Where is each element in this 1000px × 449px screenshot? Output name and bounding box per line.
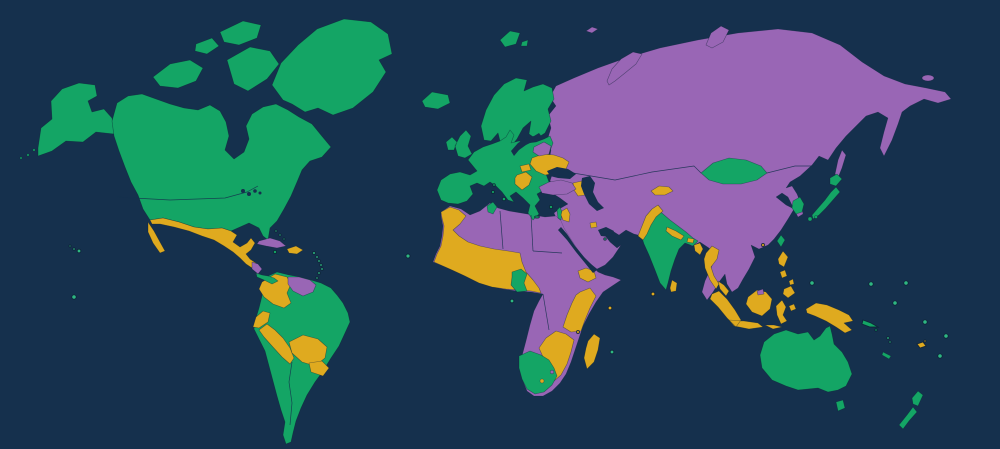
- region-costa-rica-panama[interactable]: [255, 272, 279, 285]
- region-cyprus[interactable]: [548, 204, 554, 210]
- region-japan[interactable]: [807, 173, 843, 222]
- region-cuba[interactable]: [256, 237, 287, 249]
- region-svalbard[interactable]: [499, 30, 529, 48]
- region-mauritius[interactable]: [609, 349, 615, 355]
- region-lesotho[interactable]: [539, 378, 545, 384]
- region-australia[interactable]: [759, 325, 853, 412]
- region-tunisia[interactable]: [486, 201, 498, 215]
- region-ghana[interactable]: [510, 268, 528, 293]
- region-new-zealand[interactable]: [898, 390, 924, 430]
- region-kuwait[interactable]: [589, 221, 598, 229]
- region-wrangel-island[interactable]: [921, 74, 935, 82]
- region-sao-tome[interactable]: [509, 298, 515, 304]
- region-new-caledonia[interactable]: [881, 351, 892, 360]
- region-pacific-islands[interactable]: [71, 280, 949, 359]
- region-east-africa[interactable]: [562, 287, 597, 333]
- baltic-sea: [511, 133, 542, 156]
- region-alaska[interactable]: [19, 82, 115, 160]
- black-sea: [547, 167, 576, 179]
- region-maldives[interactable]: [650, 291, 656, 297]
- region-severnaya-zemlya[interactable]: [705, 25, 730, 49]
- region-solomon-islands[interactable]: [861, 319, 880, 332]
- region-brunei[interactable]: [756, 288, 765, 296]
- region-peru[interactable]: [258, 323, 295, 365]
- region-pakistan[interactable]: [637, 204, 664, 241]
- region-british-isles[interactable]: [445, 129, 473, 159]
- region-hong-kong[interactable]: [761, 243, 765, 247]
- region-paraguay[interactable]: [308, 360, 330, 377]
- region-ecuador[interactable]: [252, 310, 271, 329]
- region-jamaica[interactable]: [272, 249, 278, 255]
- region-med-islands[interactable]: [491, 183, 540, 219]
- region-malaysia[interactable]: [717, 280, 730, 297]
- region-nepal[interactable]: [665, 226, 685, 241]
- caspian-sea: [581, 176, 604, 211]
- country-borders: [115, 165, 815, 426]
- region-bhutan[interactable]: [686, 237, 695, 244]
- region-bab-el-mandeb[interactable]: [577, 267, 597, 283]
- region-qatar-speck[interactable]: [603, 237, 607, 241]
- region-cape-verde[interactable]: [405, 253, 411, 259]
- region-turkey[interactable]: [538, 179, 577, 196]
- region-taiwan[interactable]: [776, 234, 786, 248]
- region-iceland[interactable]: [421, 91, 451, 110]
- region-greenland[interactable]: [271, 18, 393, 116]
- region-bangladesh[interactable]: [693, 242, 704, 256]
- inland-seas: [241, 133, 614, 273]
- red-sea: [558, 227, 597, 273]
- region-south-korea[interactable]: [791, 196, 805, 215]
- region-thailand[interactable]: [703, 245, 720, 290]
- region-hungary[interactable]: [519, 163, 532, 173]
- region-jordan-lebanon[interactable]: [560, 207, 571, 223]
- region-belarus[interactable]: [532, 141, 552, 157]
- region-southern-africa[interactable]: [518, 350, 558, 395]
- region-vanuatu[interactable]: [886, 336, 892, 344]
- region-eswatini[interactable]: [549, 369, 555, 375]
- region-hispaniola[interactable]: [286, 245, 304, 255]
- region-balkans[interactable]: [514, 171, 533, 191]
- region-novaya-zemlya[interactable]: [606, 51, 643, 86]
- region-fiji[interactable]: [916, 339, 927, 349]
- region-nicaragua[interactable]: [251, 261, 263, 275]
- region-bahamas[interactable]: [274, 229, 286, 241]
- region-madagascar[interactable]: [583, 333, 601, 370]
- region-franz-josef-land[interactable]: [585, 26, 599, 34]
- region-mexico-central-america[interactable]: [147, 217, 257, 269]
- region-lesser-antilles[interactable]: [312, 251, 324, 280]
- region-arctic-islands[interactable]: [152, 20, 280, 92]
- region-hawaii[interactable]: [68, 244, 82, 254]
- region-comoros[interactable]: [576, 330, 580, 334]
- region-philippines[interactable]: [777, 250, 796, 299]
- region-indonesia-new-guinea[interactable]: [709, 289, 854, 334]
- region-sri-lanka[interactable]: [669, 279, 678, 293]
- persian-gulf: [598, 227, 614, 237]
- region-colombia[interactable]: [258, 273, 292, 309]
- region-venezuela[interactable]: [287, 276, 317, 297]
- region-kyrgyzstan[interactable]: [650, 185, 674, 196]
- great-lakes: [241, 189, 262, 196]
- region-bolivia[interactable]: [288, 334, 328, 367]
- region-seychelles[interactable]: [607, 305, 613, 311]
